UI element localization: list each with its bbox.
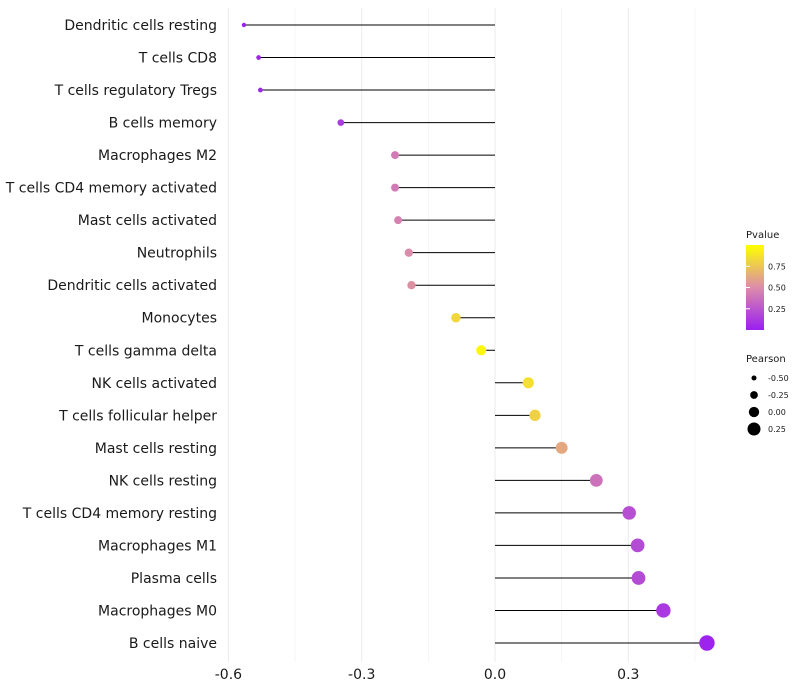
category-label: NK cells activated — [92, 376, 217, 392]
x-tick-label: -0.3 — [348, 667, 375, 683]
category-label: Dendritic cells resting — [64, 18, 217, 34]
category-label: T cells CD4 memory activated — [5, 181, 217, 197]
lollipop-point — [631, 571, 646, 585]
lollipop-point — [407, 281, 416, 290]
lollipop-point — [258, 87, 263, 93]
colorbar-tick-label: 0.50 — [768, 284, 786, 293]
category-label: Mast cells activated — [78, 213, 217, 229]
lollipop-point — [391, 151, 400, 160]
pvalue-legend: Pvalue 0.25 0.50 0.75 — [746, 230, 786, 330]
x-axis-ticks: -0.6 -0.3 0.0 0.3 — [215, 667, 640, 683]
colorbar-tick-label: 0.25 — [768, 305, 786, 314]
category-label: T cells regulatory Tregs — [54, 83, 217, 99]
category-label: T cells follicular helper — [58, 408, 217, 424]
category-label: T cells CD4 memory resting — [22, 506, 217, 522]
size-legend-label: -0.25 — [768, 391, 789, 400]
lollipop-point — [656, 603, 671, 618]
category-label: Dendritic cells activated — [47, 278, 217, 294]
category-label: Macrophages M0 — [98, 603, 217, 619]
colorbar-tick-label: 0.75 — [768, 262, 786, 271]
category-labels: Dendritic cells resting T cells CD8 T cell… — [5, 18, 217, 652]
lollipop-point — [630, 538, 645, 553]
category-label: NK cells resting — [109, 473, 217, 489]
pvalue-colorbar — [746, 245, 764, 330]
x-tick-label: -0.6 — [215, 667, 242, 683]
grid-lines — [227, 8, 696, 662]
category-label: T cells gamma delta — [74, 343, 217, 359]
pvalue-legend-ticks: 0.25 0.50 0.75 — [746, 262, 786, 314]
lollipop-point — [522, 377, 534, 389]
category-label: Monocytes — [142, 311, 217, 327]
category-label: Macrophages M1 — [98, 538, 217, 554]
lollipop-points — [241, 22, 715, 651]
size-legend-label: 0.25 — [768, 425, 786, 434]
pearson-legend: Pearson -0.50 -0.25 0.00 0.25 — [746, 354, 789, 436]
x-tick-label: 0.3 — [617, 667, 639, 683]
size-legend-label: -0.50 — [768, 374, 789, 383]
lollipop-point — [622, 506, 636, 520]
lollipop-point — [404, 248, 413, 257]
lollipop-point — [699, 635, 715, 651]
pearson-legend-items: -0.50 -0.25 0.00 0.25 — [747, 374, 789, 436]
category-label: T cells CD8 — [138, 51, 217, 67]
pvalue-legend-title: Pvalue — [746, 230, 779, 241]
pearson-legend-title: Pearson — [746, 354, 786, 365]
lollipop-point — [391, 183, 400, 192]
lollipop-point — [394, 216, 403, 225]
lollipop-point — [589, 473, 603, 487]
category-label: Macrophages M2 — [98, 148, 217, 164]
category-label: B cells naive — [129, 636, 217, 652]
lollipop-point — [241, 22, 247, 28]
size-legend-label: 0.00 — [768, 408, 786, 417]
size-legend-dot — [751, 375, 757, 381]
lollipop-point — [337, 119, 345, 126]
category-label: B cells memory — [109, 116, 217, 132]
lollipop-stems — [243, 24, 707, 644]
lollipop-point — [476, 345, 487, 356]
lollipop-point — [529, 409, 541, 421]
category-label: Mast cells resting — [95, 441, 217, 457]
category-label: Plasma cells — [131, 571, 217, 587]
lollipop-point — [256, 55, 261, 60]
x-tick-label: 0.0 — [484, 667, 506, 683]
size-legend-dot — [750, 391, 758, 399]
size-legend-dot — [748, 406, 760, 418]
category-label: Neutrophils — [137, 246, 217, 262]
lollipop-point — [555, 441, 568, 454]
size-legend-dot — [747, 422, 761, 436]
lollipop-point — [451, 313, 461, 323]
